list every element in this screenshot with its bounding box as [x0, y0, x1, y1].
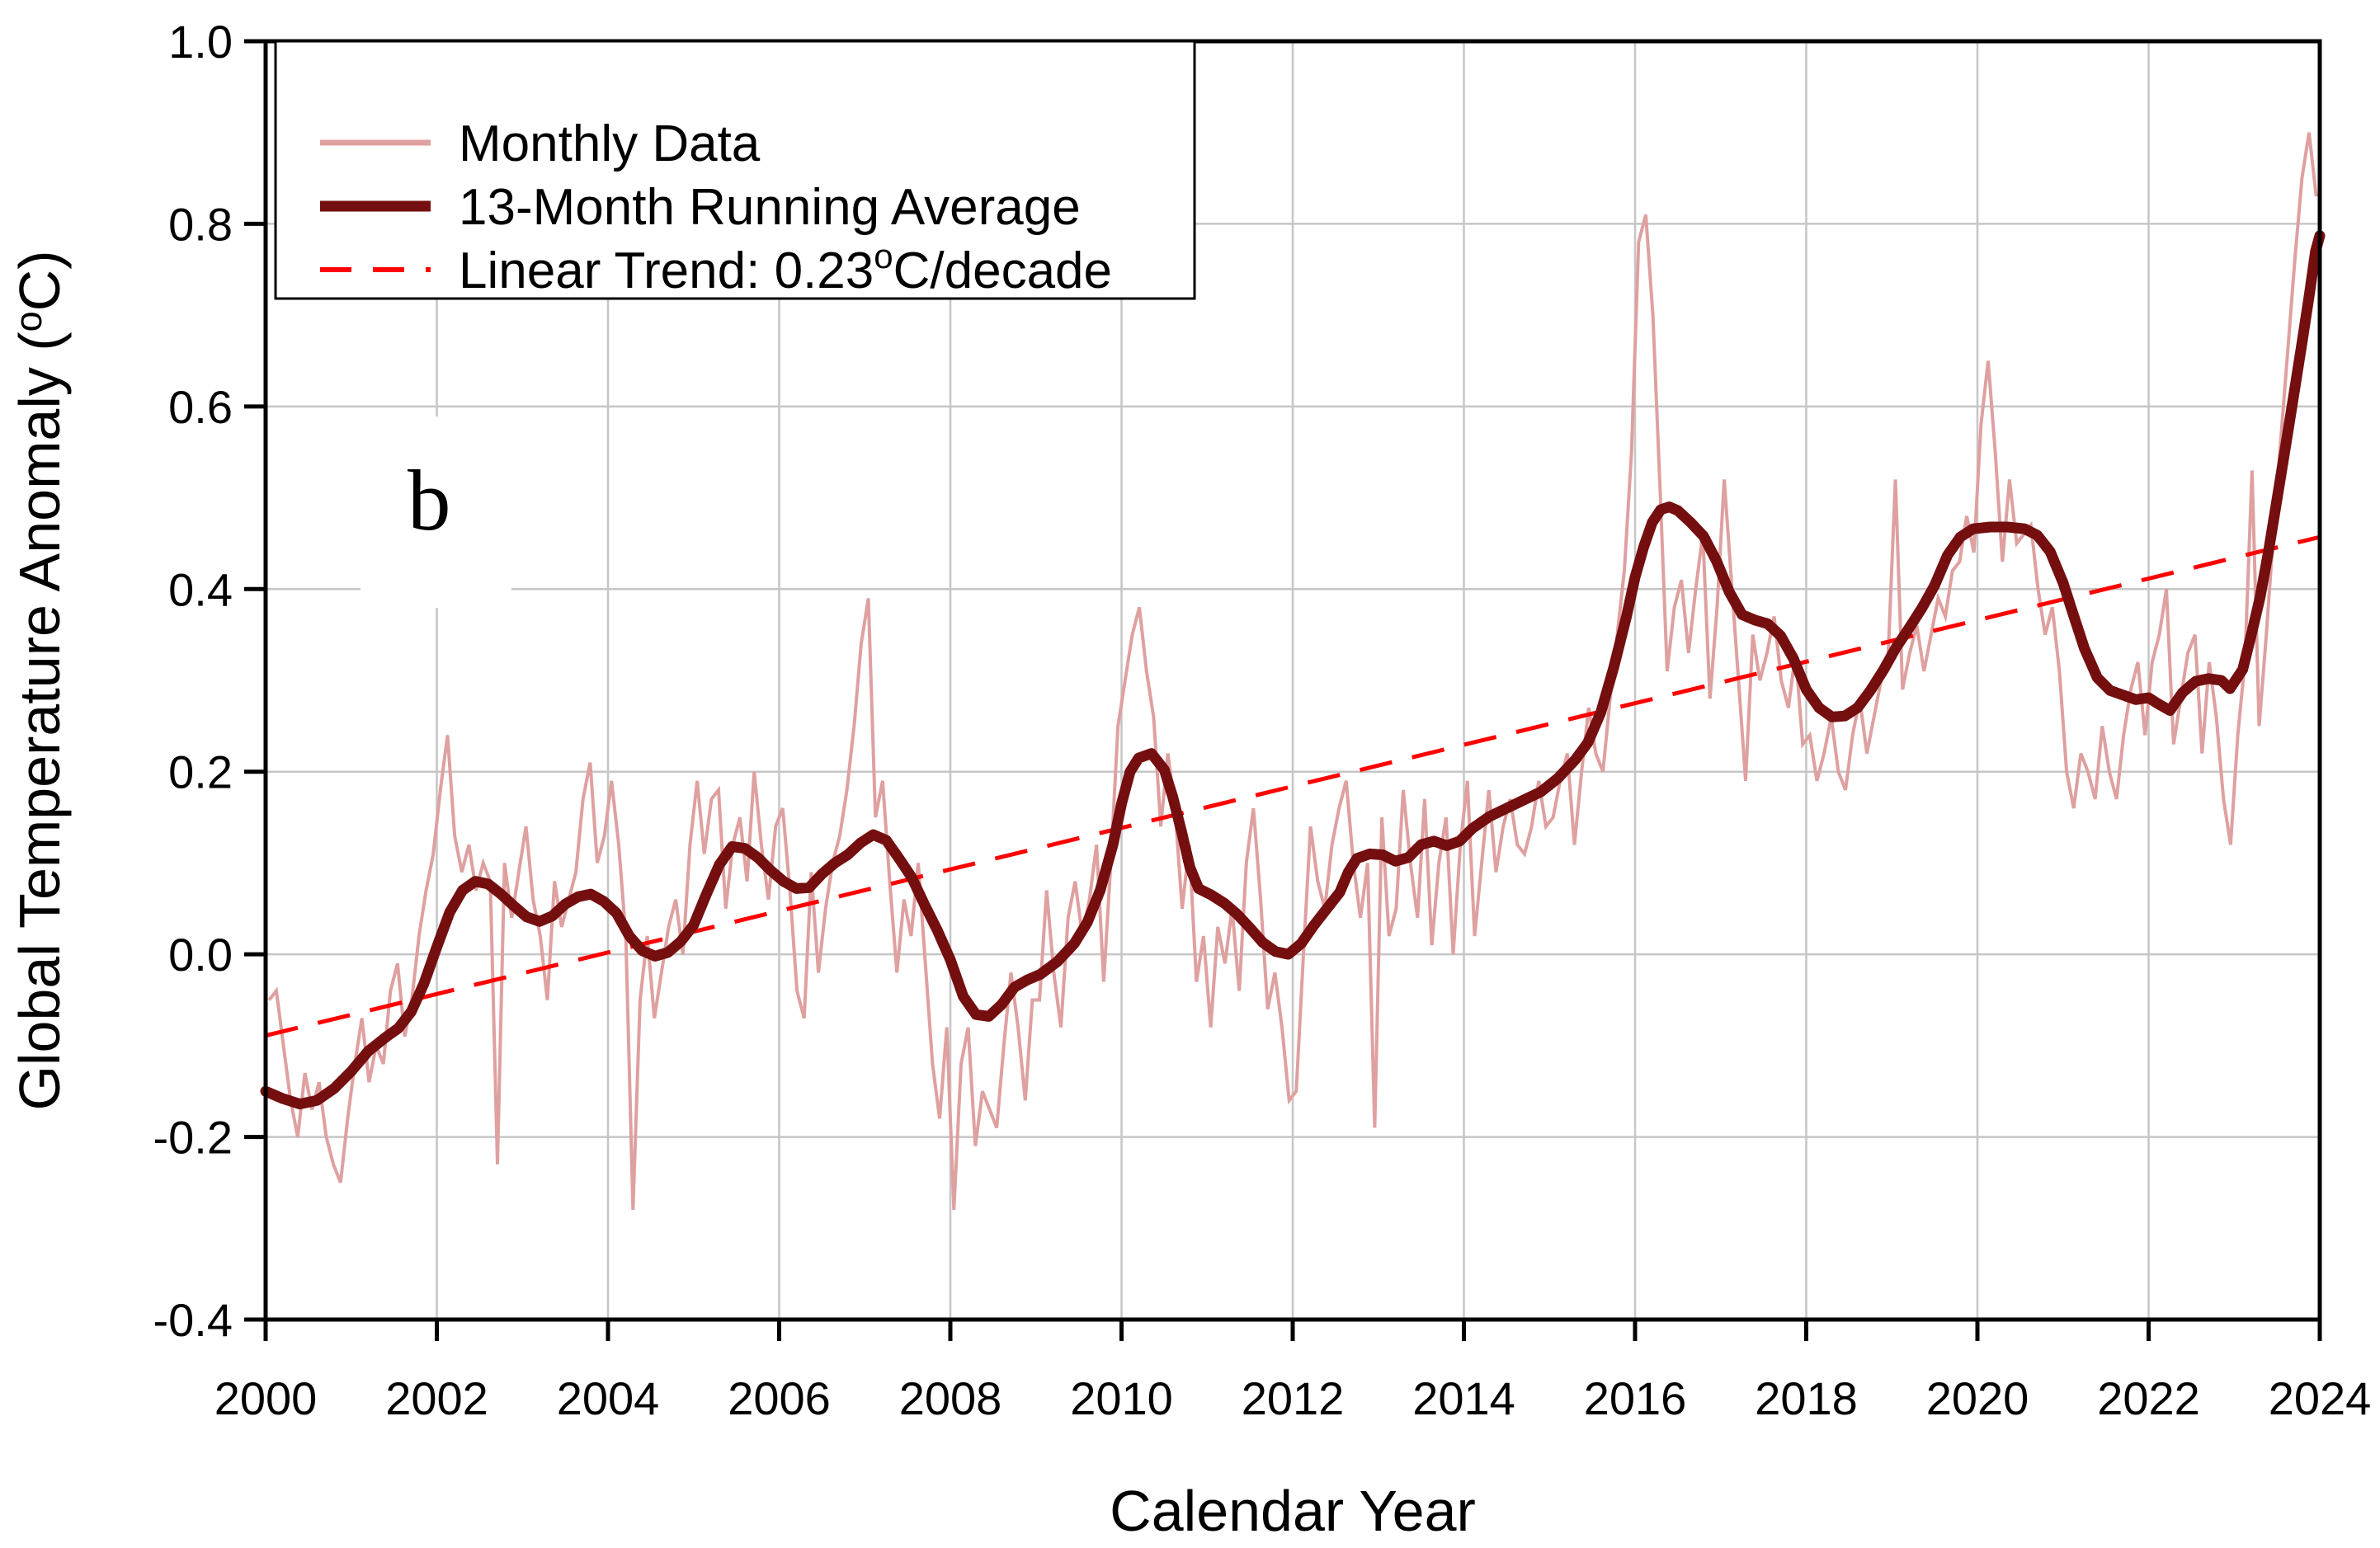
- y-tick-label: 0.6: [168, 381, 233, 433]
- y-tick-label: 0.2: [168, 746, 233, 798]
- panel-label: b: [408, 452, 451, 548]
- x-tick-label: 2018: [1755, 1372, 1858, 1424]
- legend-label-linear-trend: Linear Trend: 0.23oC/decade: [459, 237, 1112, 299]
- trend-dashed-line: [265, 534, 2321, 1038]
- y-tick-label: -0.2: [153, 1112, 233, 1164]
- y-tick-label: 0.4: [168, 563, 233, 615]
- panel-label-group: b: [361, 416, 511, 608]
- x-tick-label: 2000: [214, 1372, 318, 1424]
- y-tick-labels: 1.0 0.8 0.6 0.4 0.2 0.0 -0.2 -0.4: [153, 16, 233, 1346]
- legend-label-monthly: Monthly Data: [459, 115, 761, 172]
- y-tick-label: 1.0: [168, 16, 233, 68]
- y-axis-title: Global Temperature Anomaly (oC): [7, 250, 72, 1110]
- x-tick-label: 2004: [557, 1372, 660, 1424]
- y-tick-label: 0.0: [168, 929, 233, 981]
- x-tick-label: 2016: [1584, 1372, 1687, 1424]
- x-tick-label: 2022: [2097, 1372, 2200, 1424]
- x-tick-label: 2006: [728, 1372, 831, 1424]
- legend: Monthly Data 13-Month Running Average Li…: [274, 40, 1196, 300]
- y-tick-label: -0.4: [153, 1294, 233, 1346]
- x-tick-label: 2002: [385, 1372, 488, 1424]
- axis-ticks: [244, 39, 2322, 1341]
- linear-trend-line: [265, 534, 2321, 1038]
- y-tick-label: 0.8: [168, 198, 233, 250]
- x-tick-label: 2014: [1412, 1372, 1515, 1424]
- panel-label-background: [361, 416, 511, 608]
- x-tick-labels: 2000 2002 2004 2006 2008 2010 2012 2014 2016 2018…: [214, 1372, 2372, 1424]
- x-tick-label: 2020: [1926, 1372, 2029, 1424]
- x-axis-title: Calendar Year: [1110, 1479, 1476, 1543]
- x-tick-label: 2008: [899, 1372, 1002, 1424]
- x-tick-label: 2010: [1070, 1372, 1173, 1424]
- running-average-series: [260, 230, 2326, 1110]
- running-average-line: [260, 230, 2326, 1110]
- legend-box: [274, 40, 1196, 300]
- x-tick-label: 2012: [1242, 1372, 1345, 1424]
- legend-label-running-average: 13-Month Running Average: [459, 179, 1081, 236]
- x-tick-label: 2024: [2269, 1372, 2372, 1424]
